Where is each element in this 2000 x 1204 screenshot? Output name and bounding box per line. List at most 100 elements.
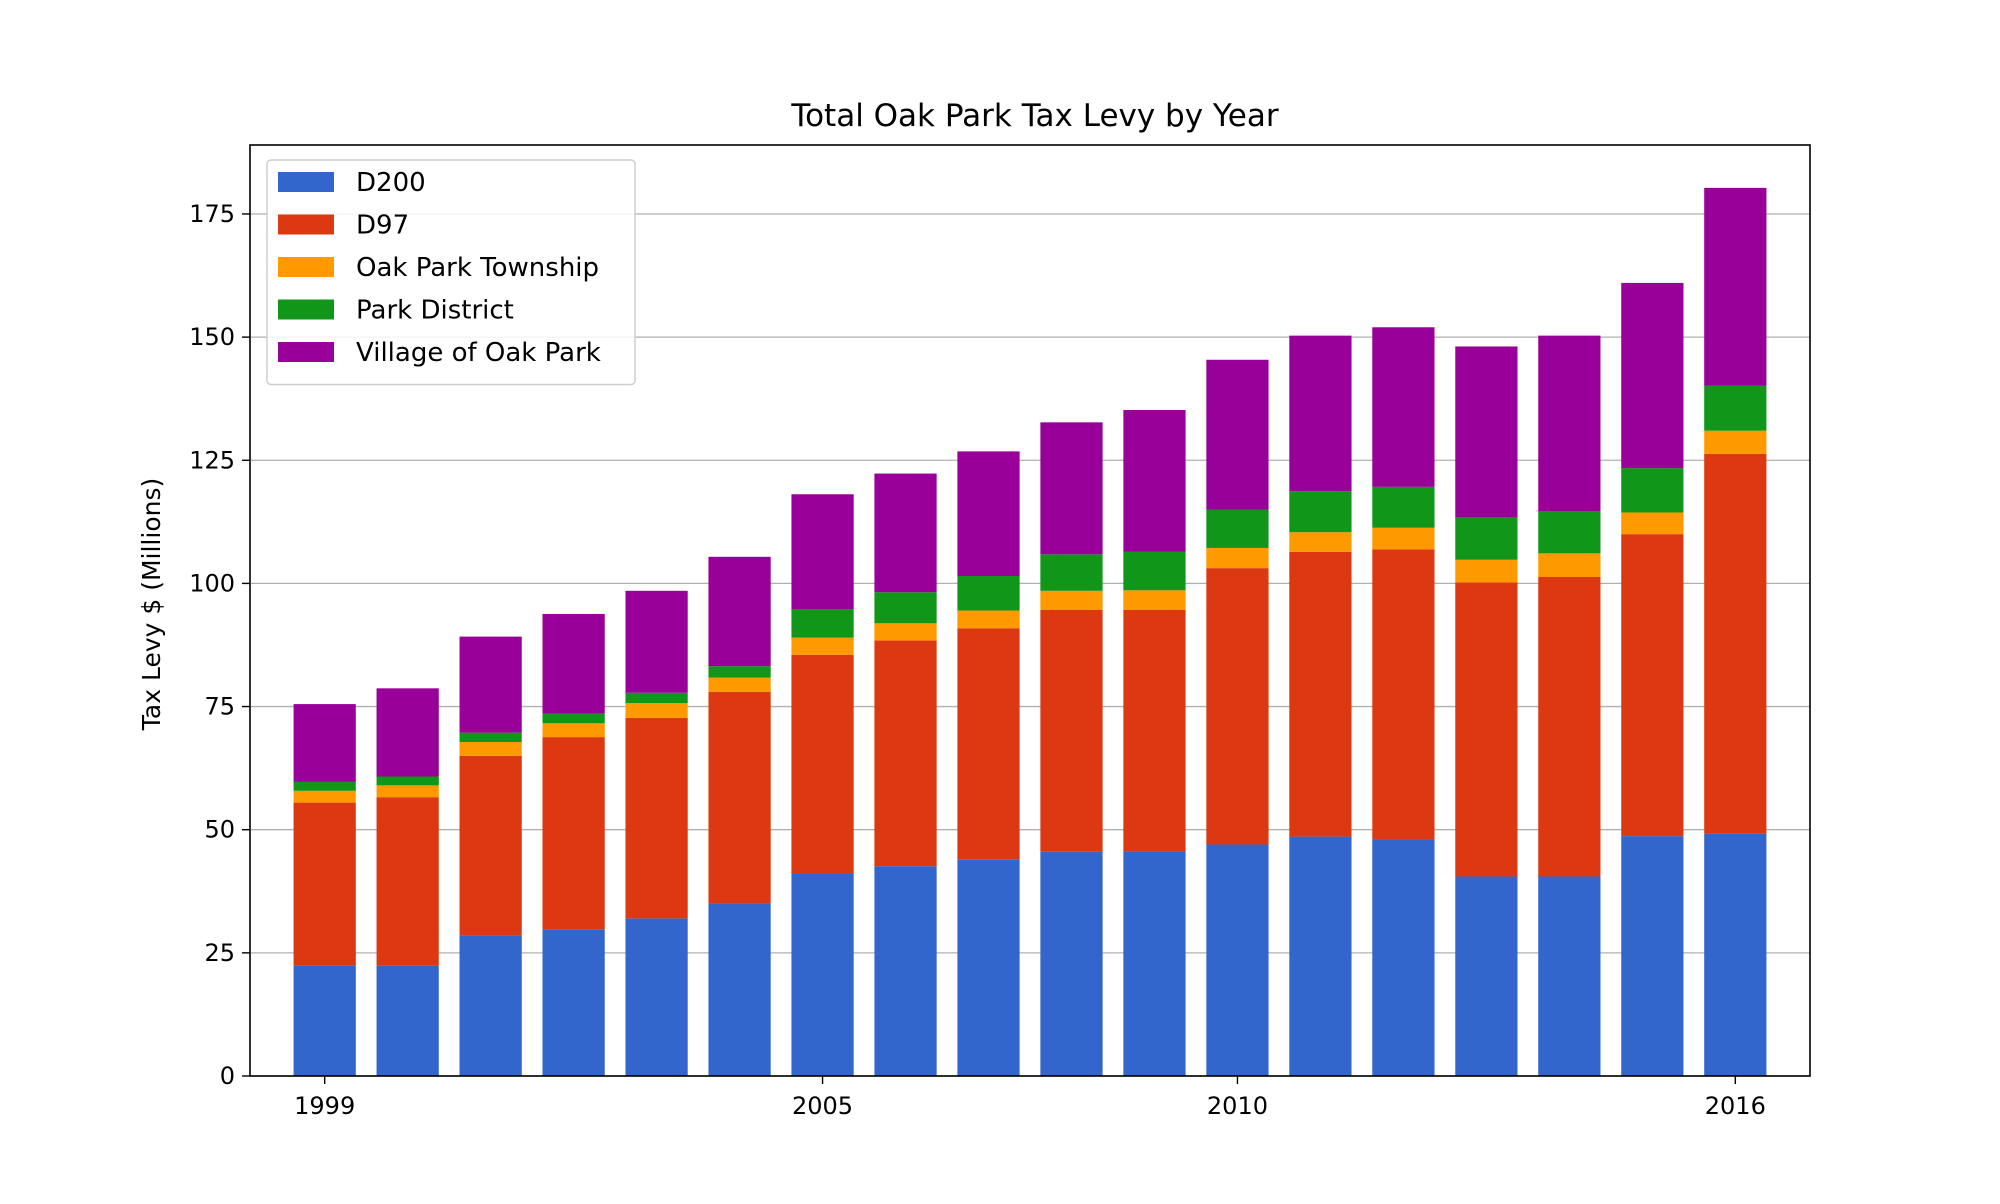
bar-segment [542,713,605,724]
bar-segment [957,451,1020,577]
bar-segment [1372,839,1435,1076]
bar-segment [1704,430,1767,454]
plot-area-frame [249,144,1811,1077]
bar-segment [1040,610,1103,852]
legend-frame [266,159,636,386]
bar-segment [874,473,937,593]
bar-segment [1621,836,1684,1076]
y-tick-label: 125 [189,446,235,474]
legend-label: D97 [356,211,409,241]
x-tick-label: 2016 [1705,1092,1766,1120]
bar-segment [376,776,439,786]
bar-segment [708,691,771,904]
bar-segment [1455,876,1518,1076]
bar-segment [1123,851,1186,1076]
bar-segment [1123,551,1186,591]
bar-segment [459,742,522,756]
y-tick-label: 175 [189,200,235,228]
bar-segment [791,637,854,655]
legend-swatch [278,257,334,277]
bar-segment [459,755,522,936]
bar-segment [957,859,1020,1076]
legend-swatch [278,172,334,192]
bar-segment [1372,527,1435,550]
bar-segment [1372,486,1435,528]
bar-segment [1455,582,1518,877]
bar-segment [957,628,1020,860]
bar-segment [874,592,937,624]
bar-segment [708,677,771,692]
bar-segment [1704,187,1767,386]
y-tick-label: 75 [204,693,235,721]
bar-segment [874,623,937,641]
bar-segment [1206,844,1269,1076]
bar-segment [1289,532,1352,552]
bar-segment [1289,551,1352,837]
y-tick-label: 150 [189,323,235,351]
y-tick-label: 50 [204,816,235,844]
x-tick-label: 2010 [1207,1092,1268,1120]
bar-segment [293,790,356,803]
bar-segment [293,802,356,966]
bar-segment [1538,553,1601,578]
x-axis: 1999 2005 2010 2016 [294,1076,1766,1120]
bar-segment [376,785,439,798]
bar-segment [1704,453,1767,834]
bar-segment [1621,512,1684,535]
bar-segment [625,703,688,718]
bar-segment [708,903,771,1076]
bar-segment [1455,346,1518,518]
legend-label: Oak Park Township [356,253,599,283]
bar-segment [791,494,854,610]
legend-swatch [278,299,334,320]
bar-segment [1206,359,1269,510]
bar-segment [459,935,522,1076]
x-tick-label: 2005 [792,1092,853,1120]
bar-segment [1206,547,1269,569]
bar-segment [957,576,1020,611]
y-tick-label: 25 [204,939,235,967]
bar-segment [293,704,356,782]
bar-segment [459,636,522,733]
chart-title: Total Oak Park Tax Levy by Year [790,98,1278,134]
bar-segment [791,873,854,1076]
bar-segment [1206,509,1269,548]
bar-segment [1455,517,1518,560]
bar-segment [625,590,688,693]
bar-segment [708,556,771,667]
bar-segment [874,866,937,1076]
bar-segment [1538,335,1601,511]
bar-segment [1455,559,1518,583]
bar-segment [459,732,522,743]
bar-segment [1704,833,1767,1076]
bar-segment [957,610,1020,629]
bar-segment [1206,568,1269,845]
bar-segment [1123,610,1186,852]
bar-segment [542,613,605,714]
legend-swatch [278,214,334,235]
bar-segment [1289,335,1352,492]
y-axis-label: Tax Levy $ (Millions) [137,478,166,731]
bar-segment [542,929,605,1076]
bar-segment [1289,491,1352,533]
bar-segment [625,692,688,704]
bar-segment [1040,422,1103,555]
bar-segment [376,688,439,777]
y-tick-label: 100 [189,569,235,597]
legend: D200 D97 Oak Park Township Park District Vil… [266,159,636,386]
bar-segment [1040,554,1103,591]
bar-segment [1538,577,1601,877]
x-tick-label: 1999 [294,1092,355,1120]
bar-segment [625,717,688,919]
bar-segment [1621,468,1684,513]
bar-segment [376,965,439,1076]
y-tick-label: 0 [220,1062,235,1090]
bar-segment [1538,876,1601,1076]
bar-segment [1040,851,1103,1076]
bar-segment [1372,327,1435,487]
bar-segment [293,965,356,1076]
bar-segment [791,654,854,874]
legend-label: D200 [356,168,426,198]
